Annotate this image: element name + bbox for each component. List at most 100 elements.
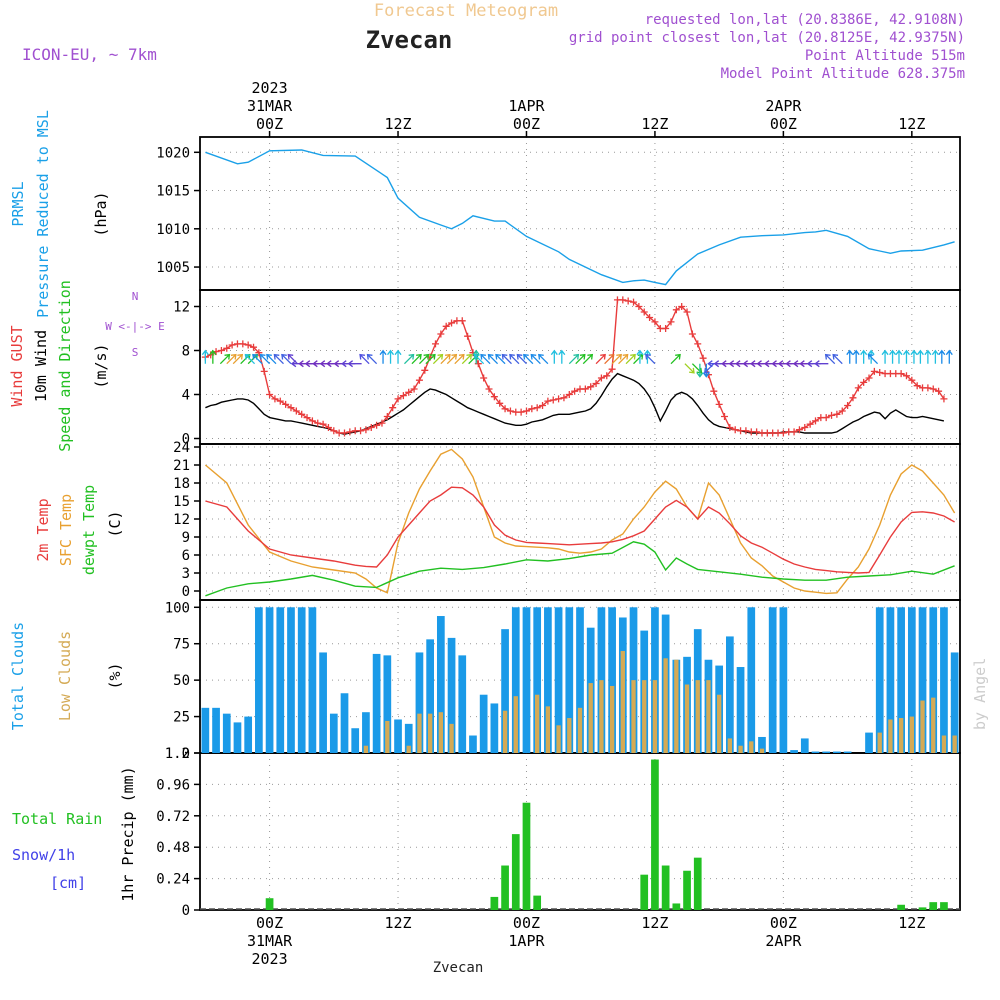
total-cloud-bar (222, 713, 231, 753)
total-cloud-bar (511, 607, 520, 753)
total-cloud-bar (458, 655, 467, 753)
gust-marker (581, 385, 589, 393)
gust-marker (373, 421, 381, 429)
clouds-ytick-label: 75 (173, 637, 190, 653)
low-cloud-bar (438, 712, 444, 753)
wind-direction-arrow (558, 349, 566, 364)
wind-direction-arrow (509, 353, 520, 365)
clouds-ytick-label: 50 (173, 673, 190, 689)
wind-direction-arrow (824, 353, 836, 365)
gust-marker (357, 427, 365, 435)
gust-marker (271, 395, 279, 403)
wind-direction-arrow (259, 353, 271, 365)
prmsl-desc-label: Pressure Reduced to MSL (34, 110, 52, 318)
gust-marker (726, 424, 734, 431)
wind-direction-arrow (287, 353, 298, 365)
cloud-unit: (%) (106, 662, 124, 689)
low-cloud-bar (931, 697, 936, 753)
wind-ytick-label: 0 (182, 432, 190, 448)
precip-bar (693, 857, 702, 910)
total-cloud-bar (886, 607, 895, 753)
low-cloud-bar (631, 680, 636, 753)
low-cloud-bar (567, 718, 572, 753)
time-label-bottom: 2023 (252, 950, 288, 968)
gust-marker (662, 325, 670, 332)
wind-direction-arrow (550, 349, 558, 364)
wind-direction-arrow (516, 353, 527, 365)
wind-direction-arrow (945, 349, 953, 364)
total-cloud-bar (747, 607, 756, 753)
time-label-top: 1APR (508, 97, 545, 115)
temp-ytick-label: 18 (173, 476, 190, 492)
total-cloud-bar (940, 607, 948, 753)
low-cloud-bar (513, 696, 518, 753)
gust-marker (678, 303, 686, 310)
gust-marker (897, 370, 905, 378)
wind-direction-arrow (938, 349, 946, 364)
wind-direction-arrow (895, 349, 903, 364)
total-cloud-bar (768, 607, 777, 753)
gust-marker (298, 410, 306, 418)
wind10-line (205, 372, 945, 435)
wind-direction-arrow (618, 353, 629, 365)
precip-frame (199, 752, 961, 911)
precip-bar (940, 902, 948, 910)
total-cloud-bar (758, 736, 766, 753)
precip-bar (511, 834, 520, 910)
low-cloud-bar (749, 741, 754, 753)
prmsl-label: PRMSL (9, 181, 27, 226)
wind-direction-arrow (582, 353, 594, 365)
total-cloud-bar (907, 607, 916, 753)
wind-direction-arrow (910, 349, 918, 364)
temp-panel: 0 3 6 9 12 15 18 21 24 (173, 440, 961, 601)
total-cloud-bar (372, 653, 381, 753)
wind-direction-arrow (379, 349, 387, 364)
low-cloud-bar (738, 745, 743, 753)
precip-ytick-label: 1.2 (165, 746, 190, 762)
low-cloud-bar (545, 706, 551, 753)
time-label-top: 31MAR (247, 97, 293, 115)
wind-labels: Wind GUST 10m Wind Speed and Direction (… (8, 280, 165, 452)
gust-marker (876, 369, 884, 376)
sfc-label: SFC Temp (57, 494, 75, 566)
wind-direction-arrow (902, 349, 910, 364)
clouds-ytick-label: 100 (165, 600, 190, 616)
gust-marker (378, 419, 386, 427)
gust-marker (838, 407, 846, 415)
gust-marker (544, 397, 552, 405)
gust-marker (501, 405, 509, 413)
wind-direction-arrow (636, 349, 644, 364)
total-cloud-bar (490, 703, 499, 753)
wind-direction-arrow (523, 353, 534, 365)
wind-speed-label: Speed and Direction (56, 280, 74, 452)
wind-direction-arrow (924, 349, 932, 364)
wind-direction-arrow (643, 349, 651, 364)
gust-marker (935, 387, 943, 395)
wind-direction-arrow (480, 353, 491, 365)
gust-marker (437, 330, 445, 338)
total-cloud-bar (811, 751, 820, 753)
gust-marker (742, 427, 750, 435)
gust-marker (640, 308, 648, 316)
gust-marker (415, 376, 423, 384)
wind-direction-arrow (881, 349, 889, 364)
gust-marker (223, 344, 231, 352)
clouds-ytick-label: 25 (173, 710, 190, 726)
gust-marker (410, 385, 418, 393)
gust-marker (790, 428, 798, 436)
temp2m-line (205, 486, 955, 574)
low-cloud-bar (502, 710, 508, 753)
total-cloud-bar (394, 719, 402, 753)
wind-direction-arrow (814, 360, 829, 368)
total-cloud-bar (308, 607, 317, 753)
wind-direction-arrow (611, 353, 622, 365)
gust-marker (849, 394, 857, 402)
gust-marker (806, 420, 814, 428)
temp-ytick-label: 6 (182, 548, 190, 564)
gust-marker (822, 414, 830, 422)
total-cloud-bar (426, 639, 434, 753)
gust-marker (308, 417, 316, 425)
low-cloud-bar (556, 725, 561, 753)
gust-marker (485, 385, 493, 393)
gust-marker (517, 408, 525, 416)
